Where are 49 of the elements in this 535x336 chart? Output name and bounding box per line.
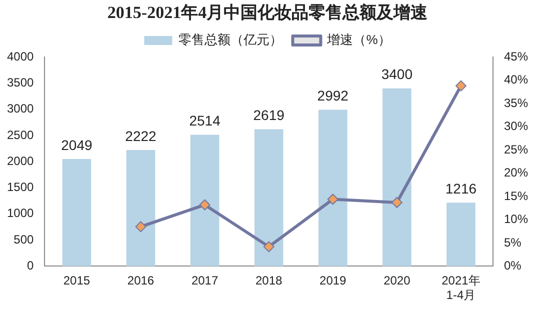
data-label: 2992 (317, 88, 349, 104)
y2-tick-label: 40% (504, 72, 528, 87)
x-tick-label: 2021年 1-4月 (442, 274, 480, 302)
y2-tick-label: 30% (504, 119, 528, 134)
point (135, 221, 146, 232)
point (455, 80, 466, 92)
y-tick-label: 500 (14, 232, 34, 246)
bar (254, 129, 284, 266)
data-label: 2514 (189, 112, 221, 129)
y-tick-label: 2500 (6, 128, 34, 142)
data-label: 3400 (381, 66, 413, 82)
point (199, 199, 210, 210)
bar (446, 202, 476, 266)
x-tick-label: 2018 (255, 274, 283, 288)
data-label: 2619 (253, 107, 285, 124)
data-label: 1216 (445, 180, 477, 196)
bar (318, 110, 348, 266)
y-tick-label: 4000 (6, 49, 34, 64)
y2-tick-label: 0% (504, 258, 522, 273)
y-tick-label: 1000 (6, 206, 34, 220)
bar (126, 150, 156, 266)
point (327, 194, 338, 205)
y-tick-label: 2000 (6, 154, 34, 168)
y2-tick-label: 35% (504, 96, 528, 110)
chart-title: 2015-2021年4月中国化妆品零售总额及增速 (106, 2, 429, 24)
x-tick-label: 2020 (384, 274, 411, 288)
y-tick-label: 3500 (6, 75, 34, 90)
y-tick-label: 1500 (6, 180, 34, 194)
point (391, 197, 402, 208)
y2-tick-label: 5% (504, 235, 522, 250)
y-tick-label: 0 (27, 258, 34, 273)
legend-label: 零售总额（亿元） (178, 32, 283, 48)
data-label: 2049 (61, 136, 92, 153)
y2-tick-label: 10% (504, 212, 528, 226)
data-label: 2222 (125, 128, 157, 144)
legend-label: 增速（%） (326, 32, 391, 48)
point (263, 241, 274, 252)
y2-tick-label: 25% (504, 142, 528, 156)
x-tick-label: 2015 (63, 274, 90, 288)
bar (62, 159, 92, 266)
y2-tick-label: 15% (504, 188, 528, 203)
y-tick-label: 3000 (6, 102, 34, 116)
x-tick-label: 2019 (320, 274, 347, 288)
x-tick-label: 2016 (127, 274, 154, 288)
x-tick-label: 2017 (191, 274, 218, 288)
bar (382, 88, 412, 266)
y2-tick-label: 45% (504, 49, 528, 64)
bar (190, 134, 220, 266)
y2-tick-label: 20% (504, 166, 528, 180)
